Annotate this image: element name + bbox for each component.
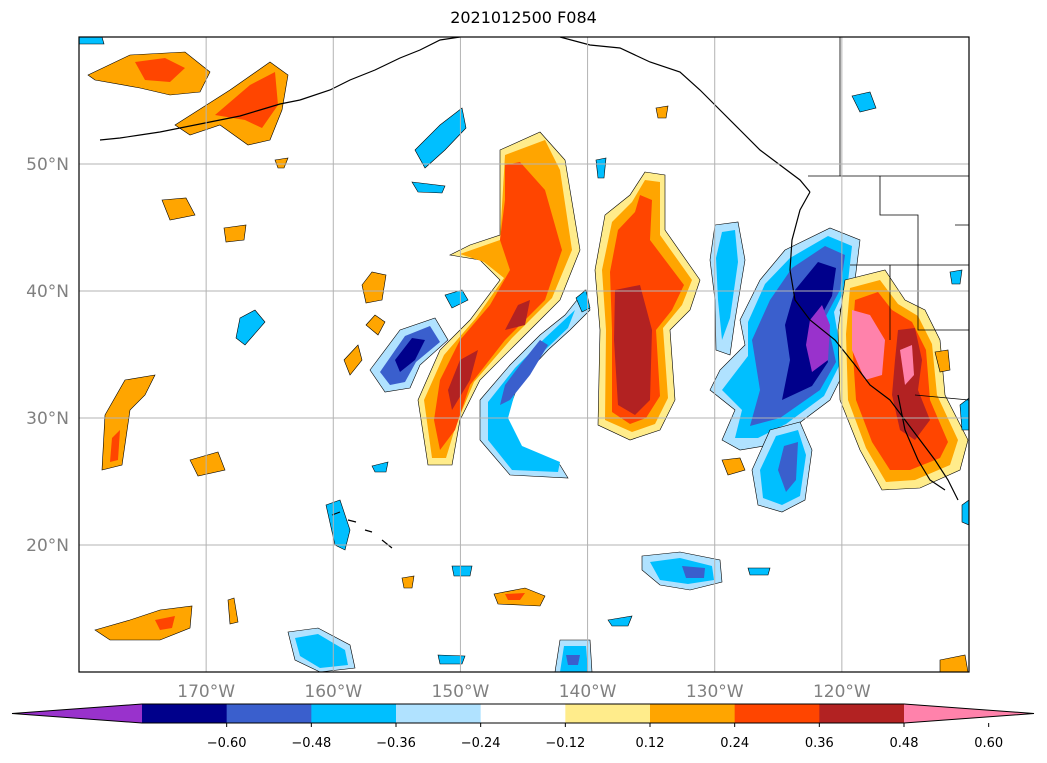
colorbar-segment <box>734 704 820 723</box>
longitude-tick-label: 120°W <box>813 682 871 702</box>
contour-positive-east-band <box>594 171 701 441</box>
colorbar-segment <box>142 704 228 723</box>
state-borders <box>839 37 969 401</box>
map-title: 2021012500 F084 <box>450 8 597 27</box>
latitude-tick-label: 20°N <box>26 536 69 556</box>
colorbar-segment <box>819 704 905 723</box>
colorbar-tick-label: 0.48 <box>890 736 919 751</box>
map-frame <box>78 36 970 673</box>
longitude-tick-label: 130°W <box>686 682 744 702</box>
longitude-labels: 170°W 160°W 150°W 140°W 130°W 120°W <box>177 682 871 702</box>
map-plot-area <box>78 36 970 673</box>
contour-positive-southwest-us <box>837 269 969 491</box>
colorbar-tick-label: −0.48 <box>291 736 331 751</box>
colorbar-segment <box>311 704 397 723</box>
latitude-labels: 20°N 30°N 40°N 50°N <box>26 155 69 556</box>
longitude-tick-label: 140°W <box>559 682 617 702</box>
colorbar-extend-min <box>12 704 142 723</box>
longitude-tick-label: 170°W <box>177 682 235 702</box>
colorbar-tick-label: 0.12 <box>636 736 665 751</box>
colorbar-tick-label: −0.24 <box>461 736 501 751</box>
colorbar-tick-label: 0.36 <box>805 736 834 751</box>
contour-negative-small-blobs <box>79 37 969 672</box>
colorbar-segment <box>396 704 482 723</box>
aleutian-islands <box>99 99 301 141</box>
latitude-tick-label: 30°N <box>26 409 69 429</box>
colorbar-tick-label: 0.24 <box>720 736 749 751</box>
colorbar-tick-label: −0.60 <box>207 736 247 751</box>
colorbar-tick-label: 0.60 <box>974 736 1003 751</box>
longitude-tick-label: 150°W <box>432 682 490 702</box>
us-west-coast <box>789 191 959 501</box>
gridlines <box>79 37 969 672</box>
contour-negative-central-band <box>369 289 591 479</box>
colorbar-segment <box>226 704 312 723</box>
colorbar-tick-label: −0.12 <box>545 736 585 751</box>
colorbar-segment <box>480 704 566 723</box>
contour-positive-central-band <box>417 131 581 466</box>
colorbar-segment <box>650 704 736 723</box>
colorbar: −0.60 −0.48 −0.36 −0.24 −0.12 0.12 0.24 0.36 0.4… <box>11 703 1035 751</box>
contour-negative-california <box>709 221 861 513</box>
hawaii-islands <box>331 511 393 549</box>
contour-positive-small-blobs <box>87 51 969 672</box>
colorbar-tick-label: −0.36 <box>376 736 416 751</box>
latitude-tick-label: 50°N <box>26 155 69 175</box>
colorbar-segment <box>565 704 651 723</box>
colorbar-outline <box>11 703 1035 724</box>
latitude-tick-label: 40°N <box>26 282 69 302</box>
longitude-tick-label: 160°W <box>304 682 362 702</box>
contour-fields <box>79 37 969 672</box>
political-borders <box>808 37 969 401</box>
colorbar-extend-max <box>904 704 1034 723</box>
